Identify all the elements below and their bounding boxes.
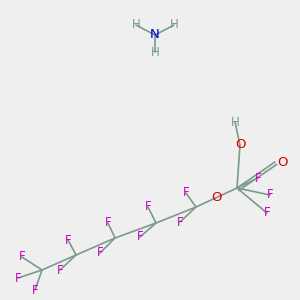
Text: F: F: [32, 284, 38, 296]
Text: H: H: [231, 116, 239, 128]
Text: F: F: [267, 188, 273, 202]
Text: F: F: [97, 247, 103, 260]
Text: O: O: [235, 139, 245, 152]
Text: H: H: [151, 46, 159, 59]
Text: F: F: [19, 250, 25, 263]
Text: H: H: [132, 19, 140, 32]
Text: F: F: [15, 272, 21, 284]
Text: F: F: [255, 172, 261, 184]
Text: H: H: [169, 19, 178, 32]
Text: O: O: [278, 155, 288, 169]
Text: O: O: [211, 191, 222, 204]
Text: F: F: [183, 187, 189, 200]
Text: F: F: [264, 206, 270, 220]
Text: F: F: [145, 200, 151, 214]
Text: F: F: [177, 215, 183, 229]
Text: F: F: [105, 217, 111, 230]
Text: F: F: [65, 233, 71, 247]
Text: N: N: [150, 28, 160, 41]
Text: F: F: [57, 263, 63, 277]
Text: F: F: [137, 230, 143, 244]
